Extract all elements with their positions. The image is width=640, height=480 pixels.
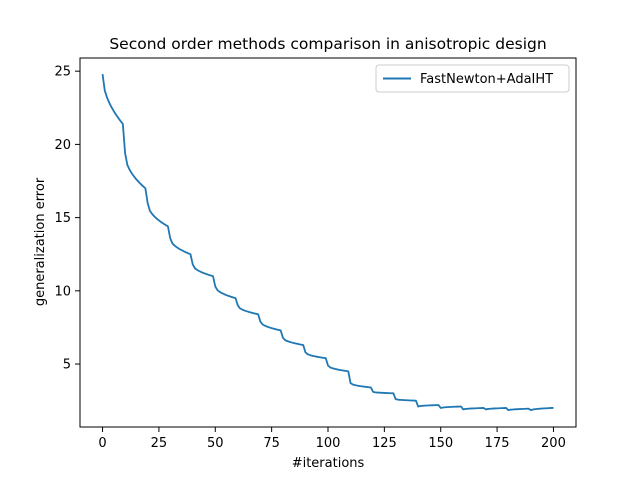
x-tick-label: 125 — [372, 436, 397, 451]
x-tick-label: 175 — [485, 436, 510, 451]
y-axis-label: generalization error — [33, 177, 48, 306]
chart-title: Second order methods comparison in aniso… — [109, 35, 546, 53]
y-tick-label: 20 — [54, 138, 71, 153]
y-tick-label: 5 — [63, 358, 71, 373]
legend: FastNewton+AdaIHT — [375, 64, 570, 93]
x-tick-label: 100 — [316, 436, 341, 451]
series-line-0 — [101, 73, 554, 412]
x-tick-label: 200 — [541, 436, 566, 451]
x-tick-label: 0 — [98, 436, 106, 451]
x-axis-label: #iterations — [292, 456, 365, 471]
x-tick-label: 150 — [428, 436, 453, 451]
legend-box — [375, 64, 570, 93]
x-axis: 0 25 50 75 100 125 150 175 200 — [98, 427, 566, 451]
y-tick-label: 15 — [54, 211, 71, 226]
y-tick-label: 10 — [54, 284, 71, 299]
y-axis: 5 10 15 20 25 — [54, 65, 80, 373]
x-tick-label: 75 — [263, 436, 280, 451]
y-tick-label: 25 — [54, 65, 71, 80]
legend-label: FastNewton+AdaIHT — [420, 72, 553, 87]
x-tick-label: 50 — [207, 436, 224, 451]
series-layer — [101, 73, 554, 412]
x-tick-label: 25 — [151, 436, 168, 451]
